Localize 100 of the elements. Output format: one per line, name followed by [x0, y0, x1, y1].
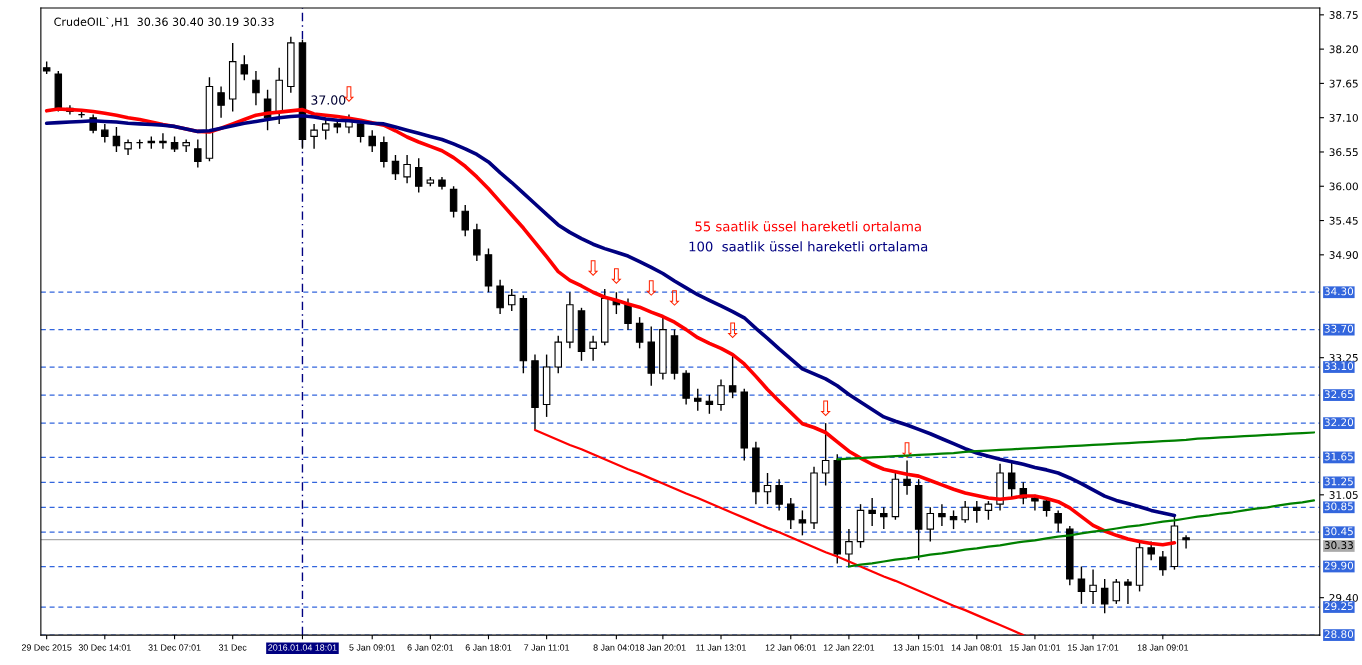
candlestick: [1112, 578, 1121, 605]
y-tick-label: 37.10: [1329, 113, 1358, 122]
candlestick: [310, 123, 318, 150]
y-tick-label: 36.55: [1329, 148, 1358, 157]
annotation: 37.00: [311, 95, 346, 105]
candlestick: [461, 204, 469, 237]
annotation: ⇩: [669, 290, 680, 306]
ref-line-label: 30.85: [1324, 502, 1353, 511]
candlestick: [252, 70, 260, 106]
candlestick: [194, 138, 202, 169]
candlestick: [496, 279, 504, 315]
candlestick: [1182, 534, 1190, 550]
line-series: [533, 428, 1025, 636]
candlestick: [775, 478, 783, 512]
candlestick: [868, 497, 876, 527]
x-tick-label: 31 Dec 07:01: [148, 644, 201, 651]
x-tick-label: 15 Jan 17:01: [1068, 644, 1119, 651]
candlestick: [240, 54, 249, 81]
x-tick-label: 11 Jan 13:01: [696, 644, 746, 651]
x-tick-label: 15 Jan 01:01: [1009, 644, 1061, 651]
ref-line-label: 32.20: [1324, 418, 1354, 427]
candlestick: [821, 422, 830, 487]
candlestick: [1077, 565, 1086, 605]
line-series: [836, 431, 1316, 461]
y-tick-label: 37.65: [1329, 79, 1358, 88]
candlestick: [845, 528, 853, 568]
ref-line-label: 34.30: [1324, 287, 1354, 296]
candlestick: [624, 297, 632, 331]
ref-line-label: 30.33: [1324, 541, 1353, 549]
y-tick-label: 38.75: [1329, 11, 1358, 19]
x-tick-label: 14 Jan 08:01: [951, 644, 1003, 651]
y-tick-label: 38.20: [1329, 45, 1358, 54]
candlestick: [380, 135, 388, 169]
candlestick: [1100, 578, 1109, 614]
x-tick-label: 12 Jan 06:01: [765, 644, 817, 651]
x-tick-label: 18 Jan 09:01: [1137, 644, 1189, 651]
ref-line-label: 32.65: [1324, 390, 1353, 399]
x-tick-label: 8 Jan 04:01: [593, 644, 640, 651]
candlestick: [368, 129, 376, 153]
candlestick: [449, 185, 458, 219]
candlestick: [217, 85, 225, 119]
candlestick: [159, 132, 167, 150]
y-tick-label: 33.25: [1329, 353, 1358, 362]
candlestick: [787, 497, 795, 530]
ref-line-label: 33.10: [1324, 362, 1354, 371]
candlestick: [1124, 578, 1132, 605]
ref-line-label: 31.25: [1324, 477, 1353, 486]
candlestick: [694, 388, 702, 412]
y-tick-label: 36.00: [1329, 182, 1358, 191]
x-tick-label: 13 Jan 15:01: [893, 644, 944, 651]
candlestick: [1054, 509, 1062, 533]
candlestick: [403, 154, 411, 184]
ref-line-label: 29.90: [1324, 561, 1354, 570]
candlestick: [101, 123, 109, 144]
candlestick: [798, 509, 807, 537]
x-tick-label: 12 Jan 22:01: [823, 644, 875, 651]
line-series: [847, 499, 1316, 568]
candlestick: [973, 500, 981, 524]
candlestick: [391, 154, 400, 181]
annotation: ⇩: [727, 322, 738, 339]
candlestick: [949, 509, 958, 530]
x-tick-label: 29 Dec 2015: [21, 644, 72, 651]
candlestick: [112, 126, 121, 153]
annotation: ⇩: [343, 86, 355, 102]
candlestick: [635, 316, 644, 350]
candlestick: [763, 472, 772, 505]
text: 55 saatlik üssel hareketli ortalama: [695, 221, 921, 232]
text: CrudeOIL`,H1 30.36 30.40 30.19 30.33: [54, 16, 274, 28]
x-tick-label: 6 Jan 18:01: [465, 644, 512, 651]
candlestick: [926, 506, 935, 543]
candlestick: [414, 157, 423, 194]
annotation: ⇩: [611, 268, 622, 285]
candlestick: [705, 394, 714, 415]
ref-line-label: 33.70: [1324, 324, 1354, 333]
x-tick-label: 7 Jan 11:01: [524, 644, 570, 651]
ref-line-label: 29.25: [1324, 602, 1353, 611]
y-tick-label: 35.45: [1329, 216, 1358, 225]
x-tick-label: 8 Jan 20:01: [640, 644, 686, 651]
text: 100 saatlik üssel hareketli ortalama: [689, 241, 928, 252]
candlestick: [984, 500, 993, 521]
y-tick-label: 29.40: [1329, 593, 1358, 602]
x-tick-label: 2016.01.04 18:01: [268, 644, 337, 651]
candlestick: [938, 503, 946, 527]
ref-line-label: 28.80: [1324, 630, 1354, 639]
x-tick-label: 31 Dec: [218, 644, 247, 651]
candlestick: [182, 138, 190, 153]
candlestick: [1089, 568, 1097, 605]
candlestick: [1159, 550, 1167, 577]
candlestick: [507, 288, 516, 312]
y-tick-label: 31.05: [1329, 491, 1358, 499]
candlestick: [903, 459, 911, 496]
candlestick: [880, 506, 888, 530]
candlestick: [717, 378, 725, 412]
x-tick-label: 30 Dec 14:01: [78, 644, 131, 651]
x-tick-label: 5 Jan 09:01: [349, 644, 396, 651]
annotation: ⇩: [820, 400, 831, 417]
annotation: ⇩: [646, 280, 657, 296]
annotation: ⇩: [587, 260, 599, 276]
y-tick-label: 34.90: [1329, 251, 1358, 259]
ref-line-label: 31.65: [1324, 452, 1353, 461]
